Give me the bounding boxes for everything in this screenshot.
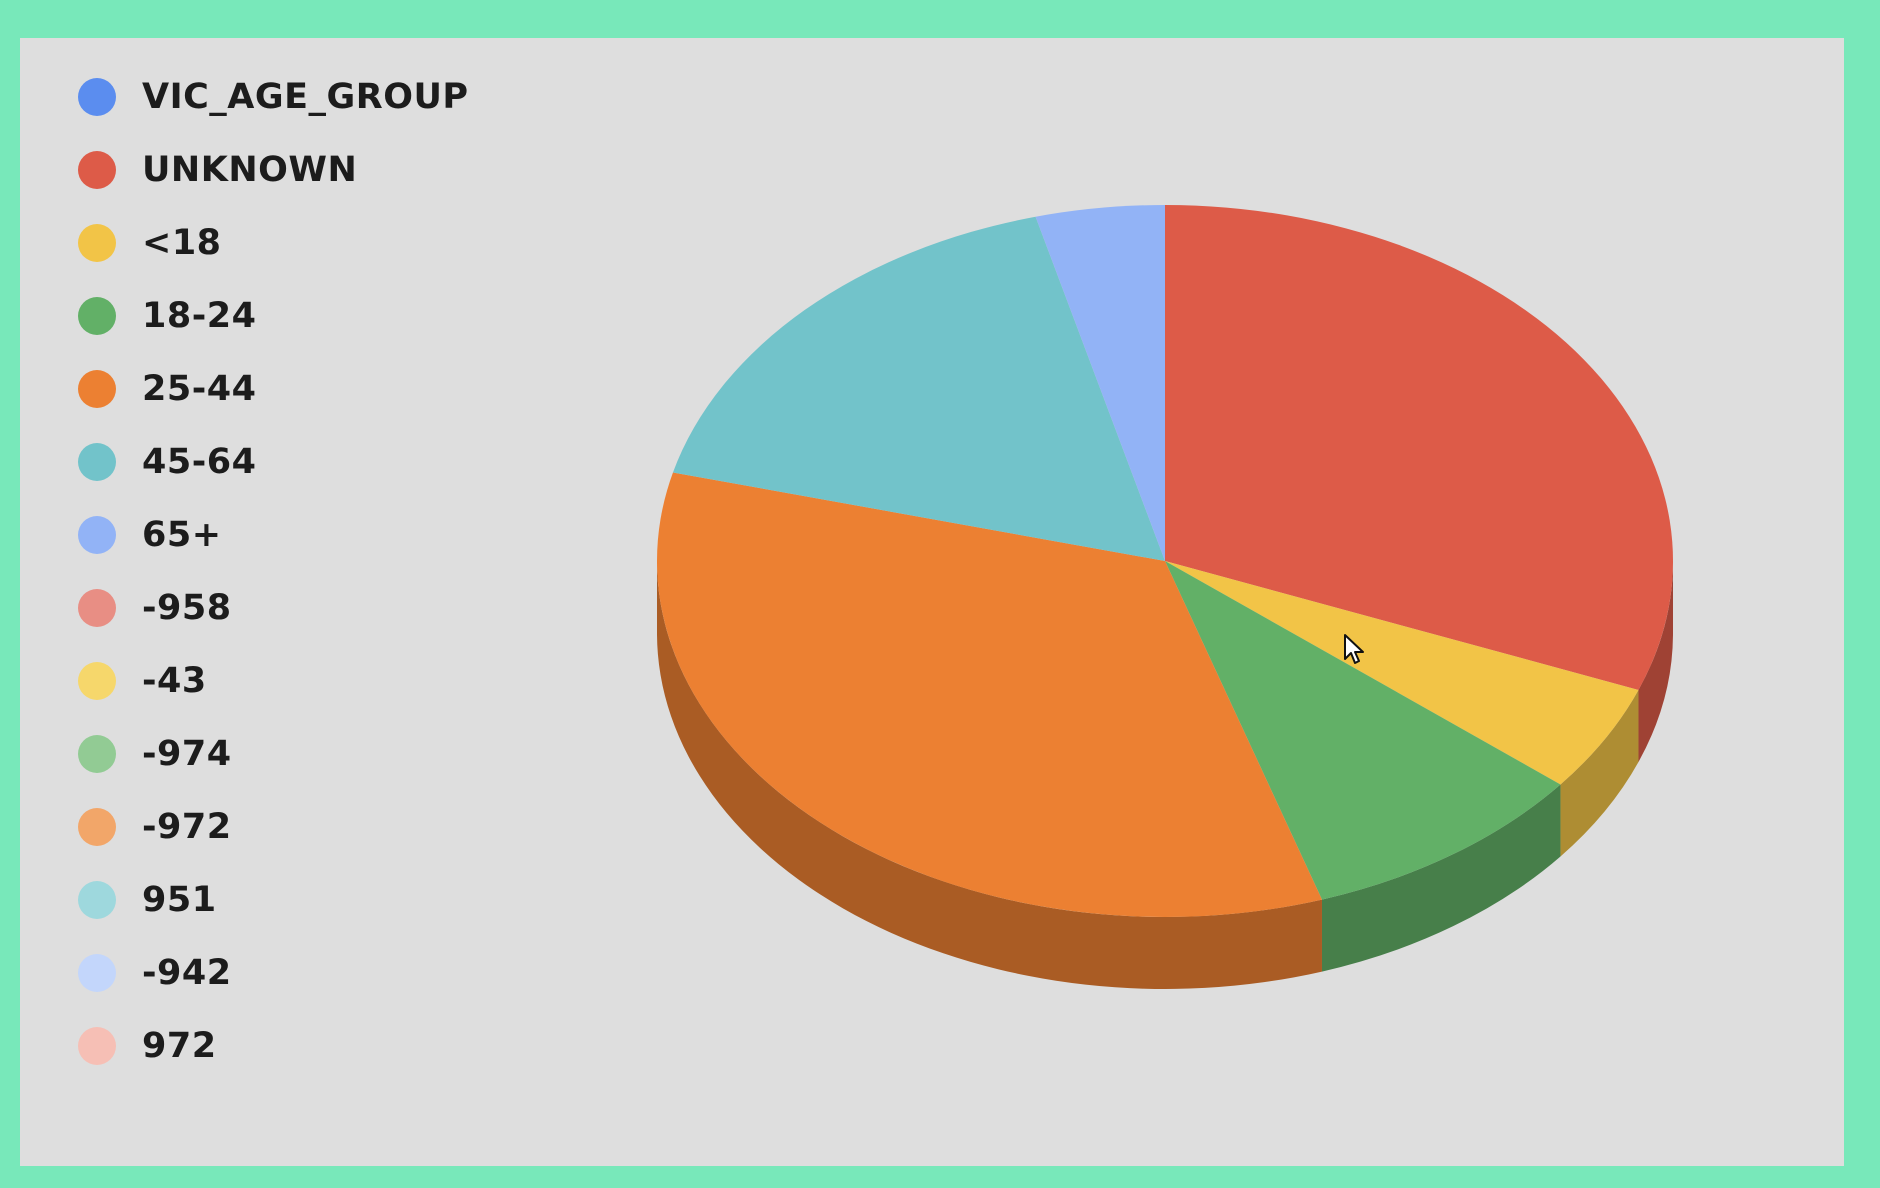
legend-label: 972 — [142, 1026, 217, 1066]
chart-panel: VIC_AGE_GROUP UNKNOWN <18 18-24 25-44 45-64 65… — [20, 38, 1844, 1166]
pie-slice[interactable] — [672, 216, 1165, 561]
legend-item[interactable]: 18-24 — [78, 291, 256, 341]
legend-color-swatch — [78, 662, 116, 700]
pie-slice[interactable] — [1165, 561, 1639, 785]
legend-item[interactable]: -972 — [78, 802, 232, 852]
pie-slice-side — [1638, 561, 1673, 762]
legend-item[interactable]: 65+ — [78, 510, 222, 560]
legend-color-swatch — [78, 224, 116, 262]
pie-slice[interactable] — [1165, 561, 1561, 900]
legend-color-swatch — [78, 516, 116, 554]
legend-label: 25-44 — [142, 369, 257, 409]
pie-slice[interactable] — [1165, 205, 1673, 690]
legend-item[interactable]: UNKNOWN — [78, 145, 357, 195]
legend-label: UNKNOWN — [142, 150, 358, 190]
pie-slice-side — [1560, 689, 1639, 857]
legend-item[interactable]: 951 — [78, 875, 217, 925]
legend-color-swatch — [78, 735, 116, 773]
legend-label: -974 — [142, 734, 232, 774]
legend-item[interactable]: <18 — [78, 218, 222, 268]
legend-label: -972 — [142, 807, 232, 847]
legend-item[interactable]: -942 — [78, 948, 232, 998]
legend-label: 18-24 — [142, 296, 257, 336]
legend-color-swatch — [78, 297, 116, 335]
pie-slice-side — [1321, 784, 1561, 972]
legend-color-swatch — [78, 370, 116, 408]
legend-label: VIC_AGE_GROUP — [142, 77, 469, 117]
pie-chart — [657, 205, 1673, 989]
legend-item[interactable]: 25-44 — [78, 364, 256, 414]
legend-label: 951 — [142, 880, 217, 920]
legend-item[interactable]: 972 — [78, 1021, 217, 1071]
mouse-cursor-icon — [1344, 634, 1364, 664]
legend-color-swatch — [78, 808, 116, 846]
pie-slice[interactable] — [657, 472, 1322, 917]
chart-legend: VIC_AGE_GROUP UNKNOWN <18 18-24 25-44 45-64 65… — [20, 38, 580, 1166]
legend-color-swatch — [78, 881, 116, 919]
legend-item[interactable]: -958 — [78, 583, 232, 633]
legend-color-swatch — [78, 443, 116, 481]
pie-slices — [657, 205, 1673, 917]
legend-label: -942 — [142, 953, 232, 993]
pie-side-walls — [657, 561, 1673, 989]
legend-color-swatch — [78, 151, 116, 189]
legend-color-swatch — [78, 78, 116, 116]
legend-item[interactable]: 45-64 — [78, 437, 256, 487]
legend-color-swatch — [78, 954, 116, 992]
legend-label: 45-64 — [142, 442, 257, 482]
legend-color-swatch — [78, 589, 116, 627]
legend-item[interactable]: -974 — [78, 729, 232, 779]
legend-label: 65+ — [142, 515, 222, 555]
legend-label: <18 — [142, 223, 222, 263]
legend-item[interactable]: VIC_AGE_GROUP — [78, 72, 469, 122]
pie-slice-side — [657, 561, 1322, 989]
legend-item[interactable]: -43 — [78, 656, 207, 706]
pie-slice[interactable] — [1035, 205, 1165, 561]
legend-label: -43 — [142, 661, 207, 701]
legend-color-swatch — [78, 1027, 116, 1065]
legend-label: -958 — [142, 588, 232, 628]
